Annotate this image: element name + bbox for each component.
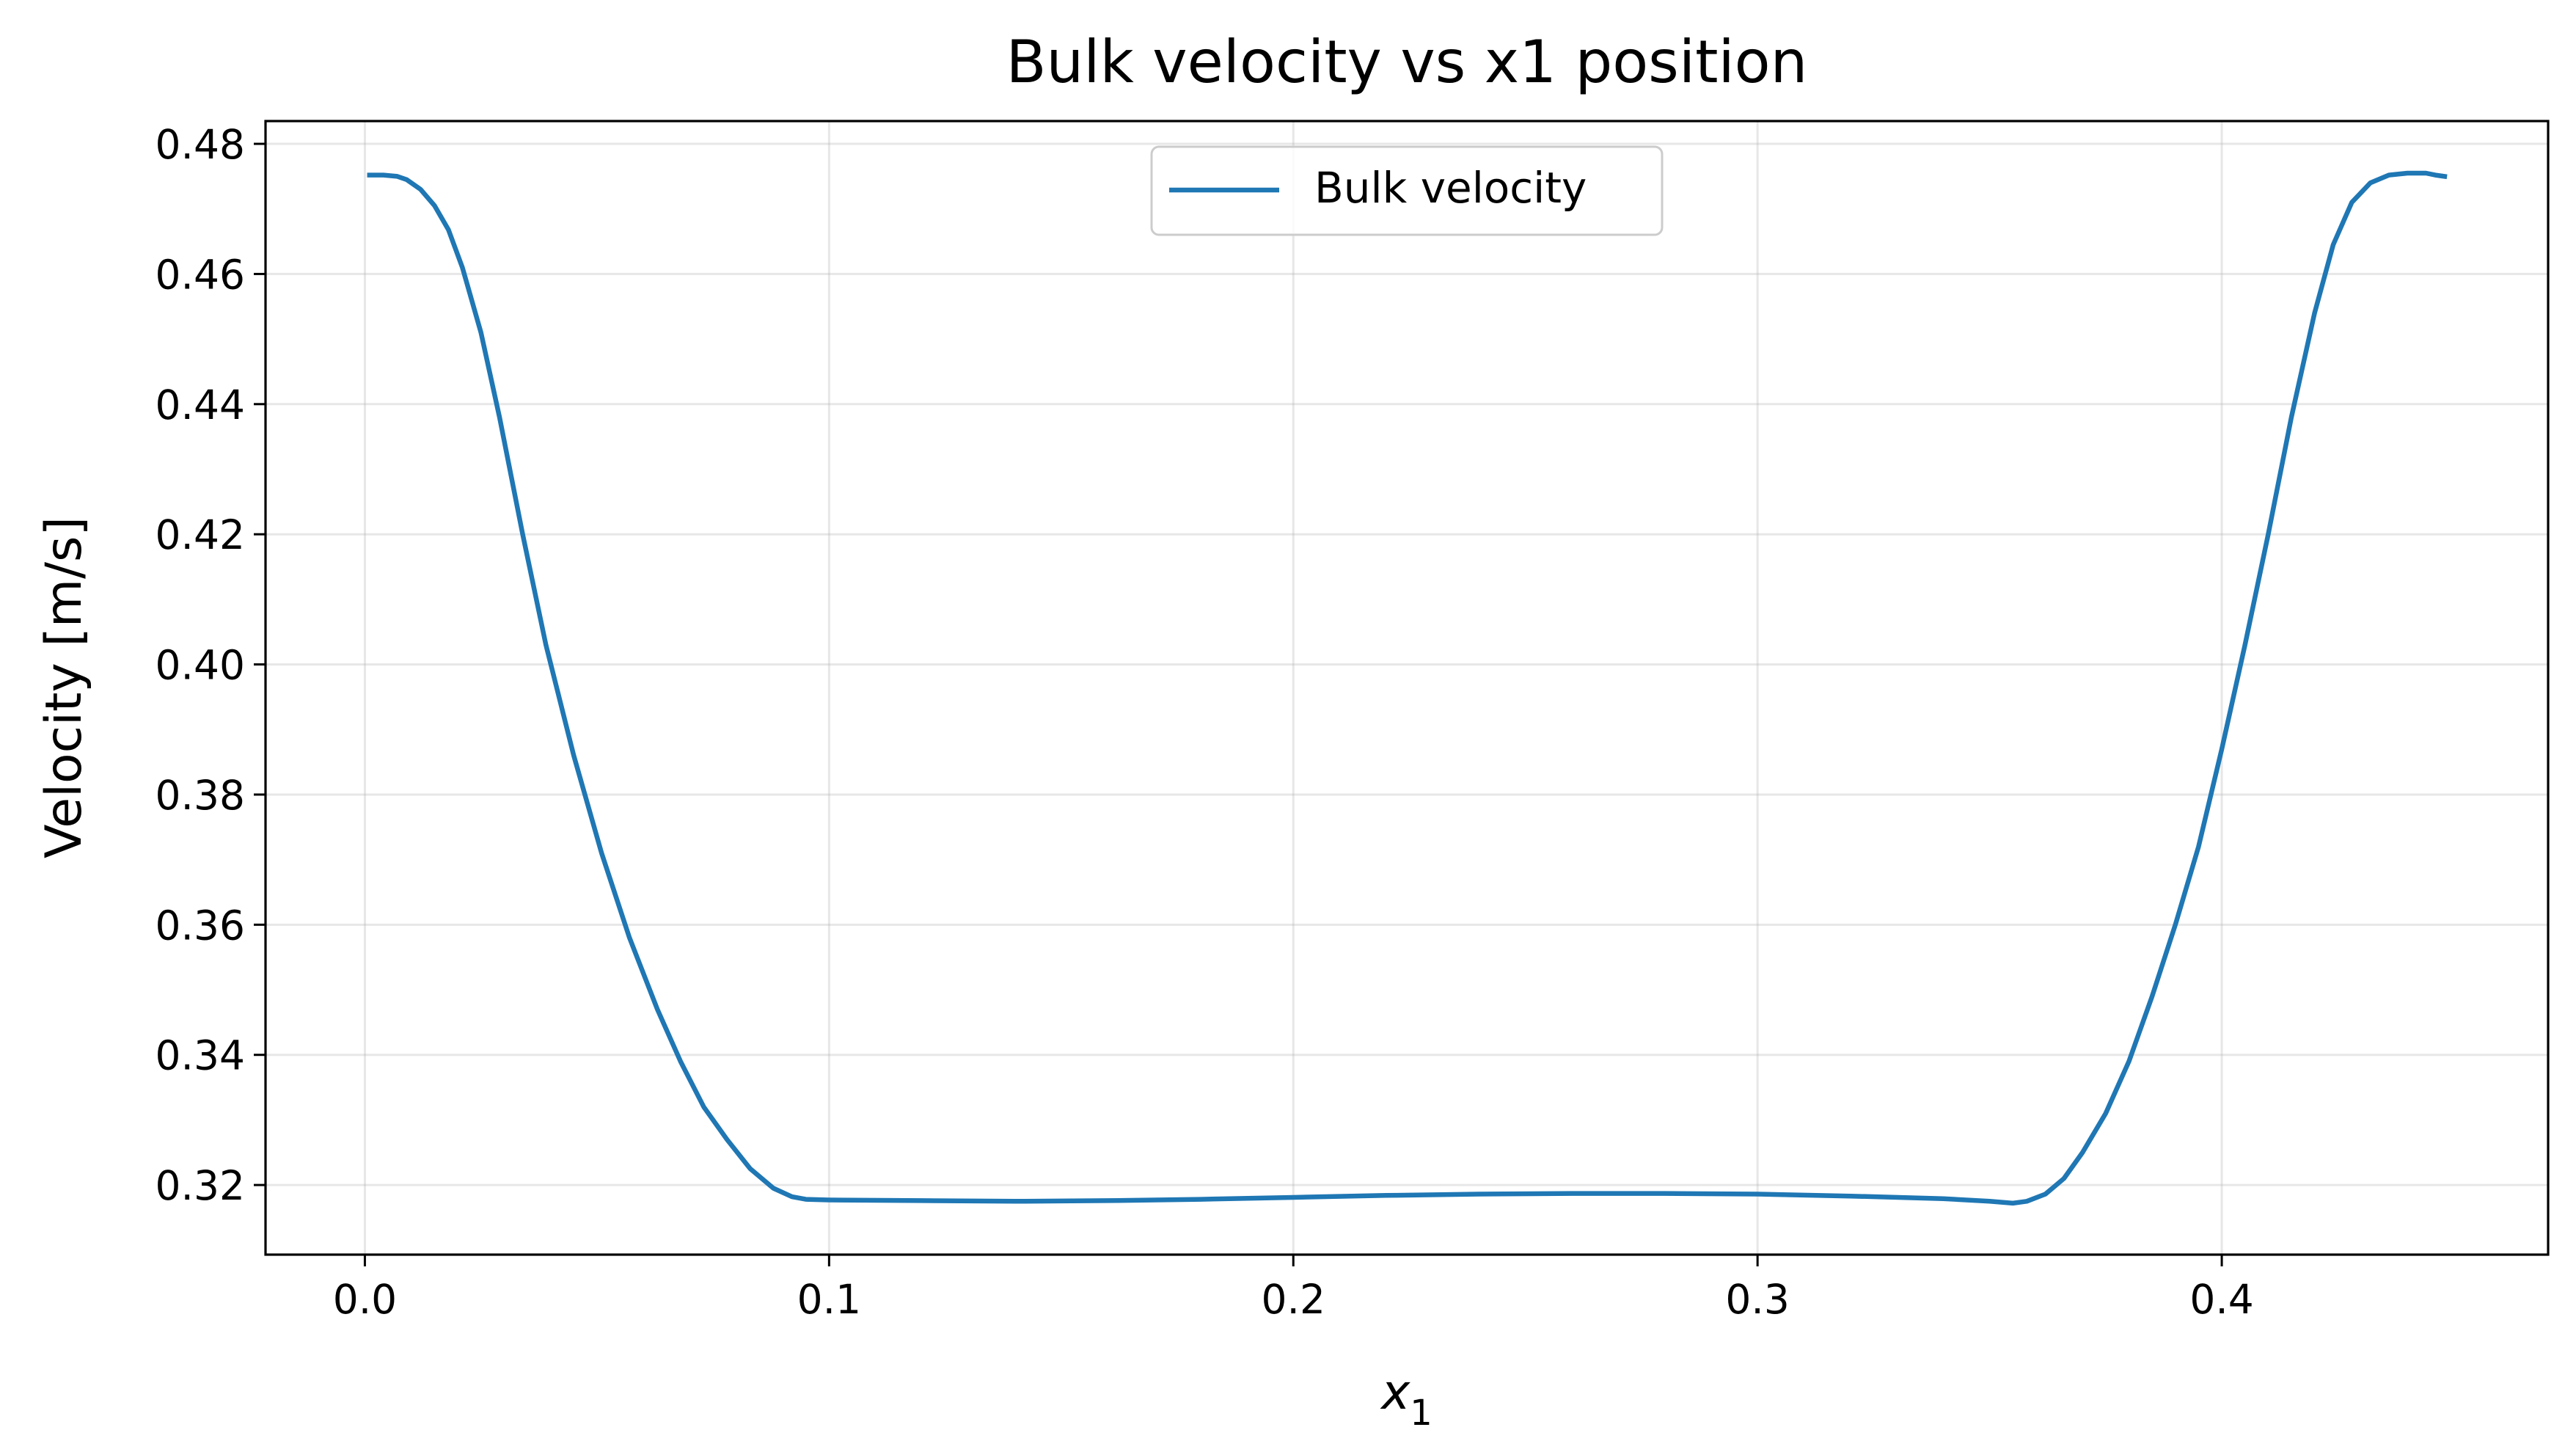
x-axis-label: x1: [1380, 1364, 1432, 1434]
y-tick-label: 0.40: [155, 642, 245, 689]
x-axis-label-main: x: [1380, 1364, 1410, 1420]
y-tick-label: 0.38: [155, 772, 245, 819]
y-axis-label: Velocity [m/s]: [35, 517, 93, 858]
x-axis: 0.0 0.1 0.2 0.3 0.4: [333, 1255, 2254, 1323]
y-tick-label: 0.42: [155, 511, 245, 558]
y-tick-label: 0.48: [155, 121, 245, 168]
x-axis-label-subscript: 1: [1410, 1393, 1432, 1434]
legend-box: [1150, 145, 1664, 236]
legend-label-bulk-velocity: Bulk velocity: [1314, 163, 1587, 213]
x-tick-label: 0.1: [797, 1276, 861, 1323]
chart-title: Bulk velocity vs x1 position: [1006, 28, 1808, 96]
legend: Bulk velocity: [1150, 145, 1664, 236]
x-tick-label: 0.0: [333, 1276, 397, 1323]
y-axis: 0.32 0.34 0.36 0.38 0.40 0.42 0.44 0.46 0.48: [155, 121, 266, 1209]
series-line-bulk-velocity: [367, 170, 2448, 1206]
x-tick-label: 0.4: [2189, 1276, 2253, 1323]
y-tick-label: 0.44: [155, 382, 245, 428]
x-tick-label: 0.2: [1262, 1276, 1325, 1323]
plot-frame: [264, 120, 2550, 1256]
y-tick-label: 0.32: [155, 1162, 245, 1209]
y-tick-label: 0.34: [155, 1032, 245, 1079]
grid-lines: [266, 121, 2548, 1255]
x-tick-label: 0.3: [1725, 1276, 1789, 1323]
y-tick-label: 0.36: [155, 902, 245, 949]
series-layer: [367, 170, 2448, 1206]
y-tick-label: 0.46: [155, 251, 245, 298]
